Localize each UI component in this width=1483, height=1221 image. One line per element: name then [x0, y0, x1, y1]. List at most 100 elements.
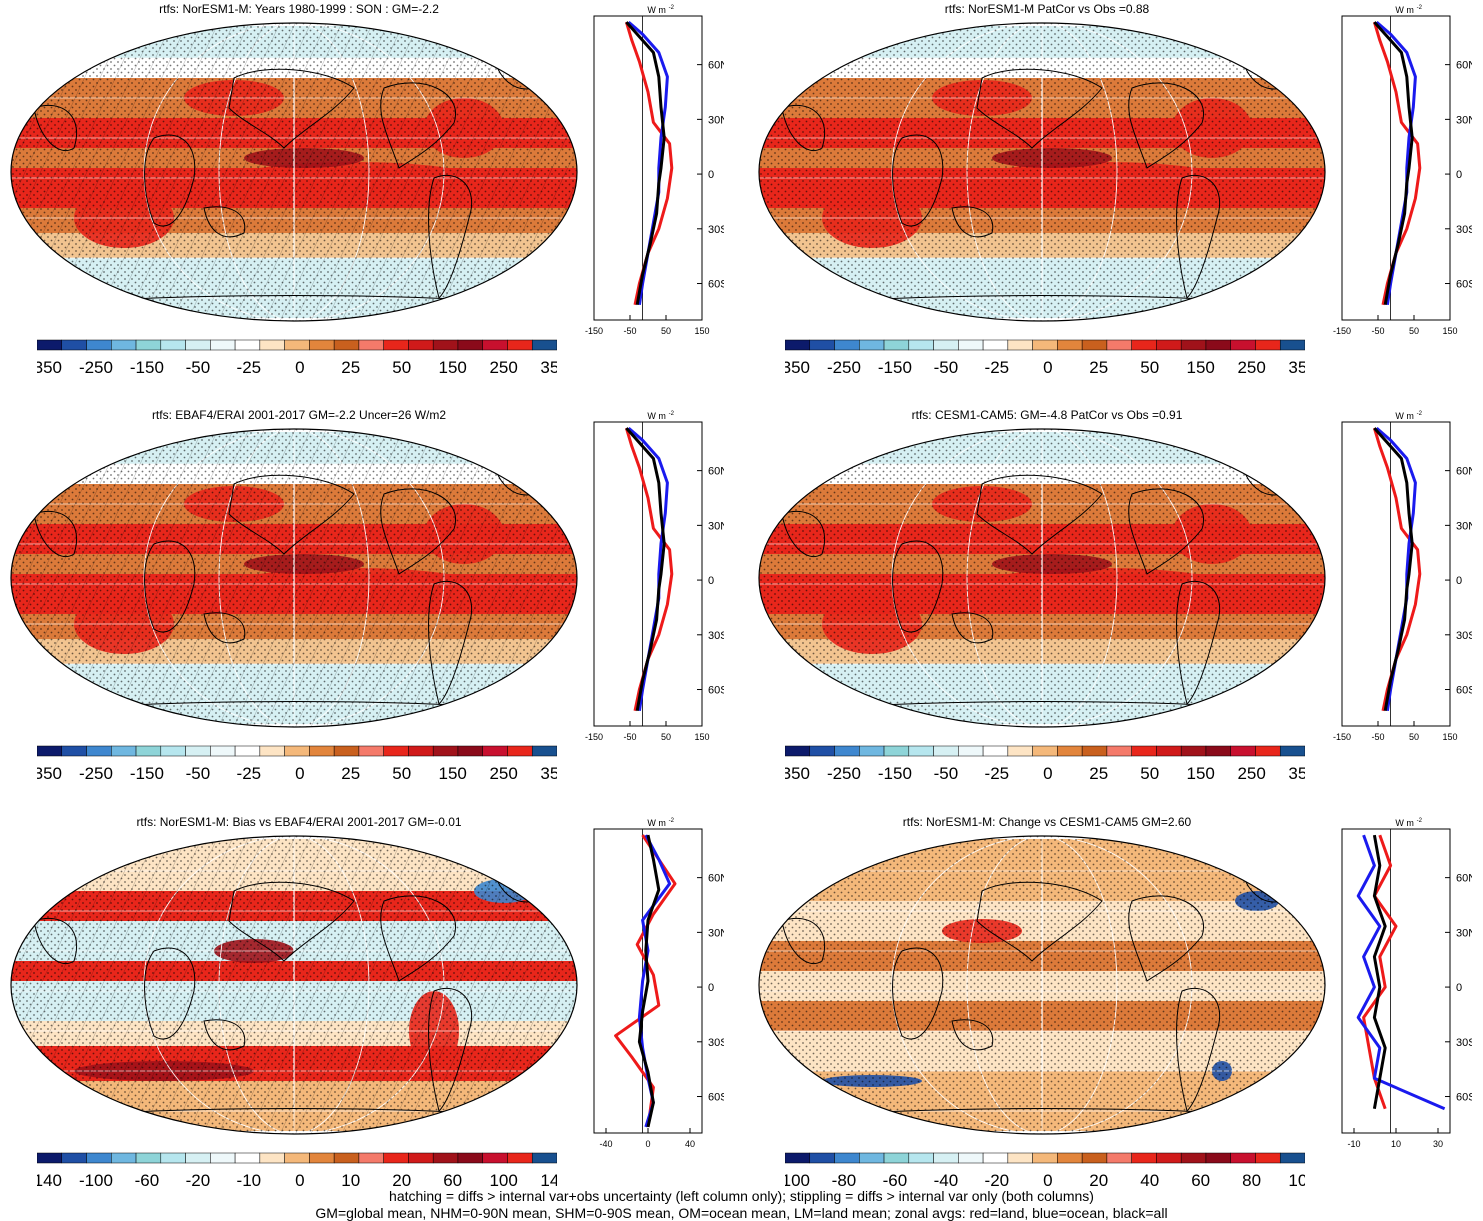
colorbar-tick-label: 100 — [489, 1171, 517, 1189]
colorbar-swatch — [111, 1152, 137, 1164]
colorbar-tick-label: -150 — [878, 764, 912, 782]
world-map — [10, 22, 578, 322]
colorbar-swatch — [432, 745, 459, 757]
colorbar-swatch — [1230, 339, 1256, 351]
zonal-plot-frame — [1341, 421, 1451, 727]
zonal-curve-land — [614, 834, 677, 1128]
colorbar-swatch — [531, 339, 557, 351]
colorbar-swatch — [185, 339, 211, 351]
colorbar: -350-250-150-50-2502550150250350 — [785, 339, 1305, 376]
colorbar-swatch — [309, 339, 335, 351]
colorbar-swatch — [1032, 339, 1058, 351]
colorbar: -350-250-150-50-2502550150250350 — [37, 745, 557, 782]
colorbar-tick-label: 250 — [1237, 358, 1265, 376]
colorbar-tick-label: 150 — [438, 358, 466, 376]
colorbar-swatch — [1081, 1152, 1108, 1164]
colorbar-swatch — [160, 1152, 186, 1164]
colorbar-swatch — [383, 1152, 409, 1164]
colorbar-tick-label: -50 — [186, 358, 211, 376]
world-map — [10, 835, 578, 1135]
zonal-curve-all — [1372, 834, 1387, 1109]
colorbar-swatch — [883, 339, 910, 351]
colorbar-tick-label: -350 — [785, 764, 810, 782]
map-outline — [10, 428, 578, 728]
colorbar-swatch — [908, 339, 934, 351]
colorbar-swatch — [1156, 339, 1182, 351]
zonal-x-label: 50 — [1409, 326, 1419, 336]
colorbar-swatch — [1180, 339, 1207, 351]
zonal-lat-label: 30N — [708, 114, 724, 126]
zonal-units-exponent: -2 — [1417, 411, 1423, 417]
colorbar-swatch — [86, 1152, 112, 1164]
zonal-lat-label: 0 — [708, 982, 714, 994]
colorbar-tick-label: 80 — [1242, 1171, 1261, 1189]
panel-title: rtfs: CESM1-CAM5: GM=-4.8 PatCor vs Obs … — [911, 408, 1183, 422]
colorbar-tick-label: -100 — [79, 1171, 113, 1189]
colorbar-tick-label: 150 — [438, 764, 466, 782]
colorbar-swatch — [309, 1152, 335, 1164]
zonal-lat-label: 0 — [1456, 982, 1462, 994]
colorbar-tick-label: 0 — [295, 1171, 304, 1189]
colorbar-swatch — [507, 339, 533, 351]
zonal-lat-label: 30N — [1456, 927, 1472, 939]
colorbar-swatch — [1057, 339, 1083, 351]
colorbar-swatch — [61, 339, 87, 351]
zonal-plot-frame — [1341, 15, 1451, 321]
colorbar-swatch — [284, 1152, 310, 1164]
colorbar-swatch — [160, 745, 186, 757]
colorbar-tick-label: -50 — [186, 764, 211, 782]
colorbar-tick-label: 350 — [540, 764, 557, 782]
colorbar-swatch — [809, 1152, 835, 1164]
zonal-curve-all — [625, 21, 666, 306]
zonal-lat-label: 60S — [708, 279, 724, 291]
zonal-units-exponent: -2 — [669, 411, 675, 417]
zonal-units-exponent: -2 — [669, 5, 675, 11]
zonal-curve-ocean — [1356, 834, 1446, 1111]
zonal-x-label: 50 — [1409, 732, 1419, 742]
zonal-lat-label: 30S — [1456, 1037, 1472, 1049]
colorbar-tick-label: -50 — [934, 764, 959, 782]
colorbar-tick-label: -350 — [37, 358, 62, 376]
colorbar-tick-label: 0 — [295, 358, 304, 376]
colorbar-swatch — [982, 339, 1009, 351]
zonal-x-label: 150 — [1442, 326, 1457, 336]
colorbar-tick-label: -25 — [237, 764, 262, 782]
colorbar-swatch — [1255, 1152, 1281, 1164]
colorbar-swatch — [234, 1152, 261, 1164]
zonal-lat-label: 30N — [1456, 114, 1472, 126]
zonal-mean-plot: W m-2 60N 30N 0 30S 60S -150 -50 50 150 — [1333, 5, 1472, 336]
colorbar: -350-250-150-50-2502550150250350 — [785, 745, 1305, 782]
colorbar-swatch — [785, 1152, 811, 1164]
colorbar-swatch — [1007, 339, 1033, 351]
colorbar-swatch — [785, 745, 811, 757]
colorbar-swatch — [859, 1152, 885, 1164]
colorbar-tick-label: -10 — [237, 1171, 262, 1189]
colorbar-swatch — [358, 339, 384, 351]
colorbar-swatch — [1131, 745, 1157, 757]
colorbar-swatch — [908, 1152, 934, 1164]
colorbar-swatch — [933, 339, 959, 351]
colorbar-swatch — [135, 1152, 162, 1164]
hatching-overlay — [11, 429, 577, 727]
colorbar-tick-label: 50 — [1140, 358, 1159, 376]
colorbar-tick-label: -20 — [186, 1171, 211, 1189]
zonal-lat-label: 30S — [708, 1037, 724, 1049]
colorbar-tick-label: -25 — [237, 358, 262, 376]
colorbar-swatch — [859, 339, 885, 351]
colorbar-swatch — [1279, 1152, 1305, 1164]
map-outline — [758, 22, 1326, 322]
colorbar-swatch — [457, 339, 483, 351]
colorbar-swatch — [1205, 745, 1231, 757]
colorbar-swatch — [1106, 1152, 1132, 1164]
zonal-plot-frame — [593, 15, 703, 321]
zonal-units-label: W m — [647, 5, 666, 15]
zonal-lat-label: 60S — [708, 1092, 724, 1104]
zonal-mean-plot: W m-2 60N 30N 0 30S 60S -150 -50 50 150 — [1333, 411, 1472, 742]
colorbar-swatch — [37, 1152, 63, 1164]
zonal-mean-plot: W m-2 60N 30N 0 30S 60S -40 0 40 — [593, 818, 724, 1149]
colorbar-swatch — [1007, 745, 1033, 757]
stippling-overlay — [759, 23, 1325, 321]
colorbar-tick-label: -40 — [934, 1171, 959, 1189]
zonal-x-label: 50 — [661, 326, 671, 336]
colorbar-swatch — [135, 339, 162, 351]
